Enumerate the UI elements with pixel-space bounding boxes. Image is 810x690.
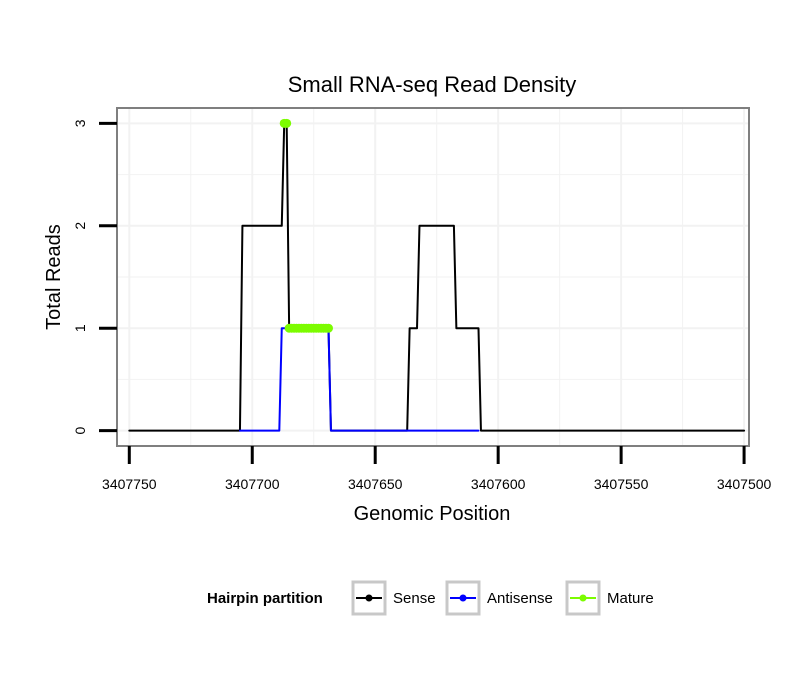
x-tick-label: 3407650: [348, 476, 403, 492]
legend-point-antisense: [459, 594, 467, 602]
x-tick-label: 3407600: [471, 476, 526, 492]
y-tick-label: 3: [72, 119, 88, 127]
x-tick-label: 3407550: [594, 476, 649, 492]
x-tick-label: 3407700: [225, 476, 280, 492]
legend-label-mature: Mature: [607, 590, 654, 607]
y-axis: 0 1 2 3: [72, 119, 117, 435]
legend-point-mature: [579, 594, 587, 602]
x-tick-label: 3407750: [102, 476, 157, 492]
x-axis: 3407750 3407700 3407650 3407600 3407550 34075…: [102, 446, 772, 492]
y-tick-label: 2: [72, 222, 88, 230]
chart-title: Small RNA-seq Read Density: [288, 72, 577, 97]
y-tick-label: 1: [72, 324, 88, 332]
legend-point-sense: [365, 594, 373, 602]
series-point-mature: [282, 118, 292, 128]
grid-lines: [117, 108, 749, 446]
y-axis-label: Total Reads: [43, 224, 65, 330]
y-tick-label: 0: [72, 427, 88, 435]
series-lines: [128, 118, 746, 432]
legend-label-sense: Sense: [393, 590, 436, 607]
legend-title: Hairpin partition: [207, 590, 323, 607]
legend: Hairpin partition Sense Antisense Mature: [207, 580, 654, 616]
series-point-mature: [323, 323, 333, 333]
legend-label-antisense: Antisense: [487, 590, 553, 607]
x-tick-label: 3407500: [717, 476, 772, 492]
x-axis-label: Genomic Position: [354, 503, 511, 525]
plot-panel-border: [116, 107, 750, 447]
